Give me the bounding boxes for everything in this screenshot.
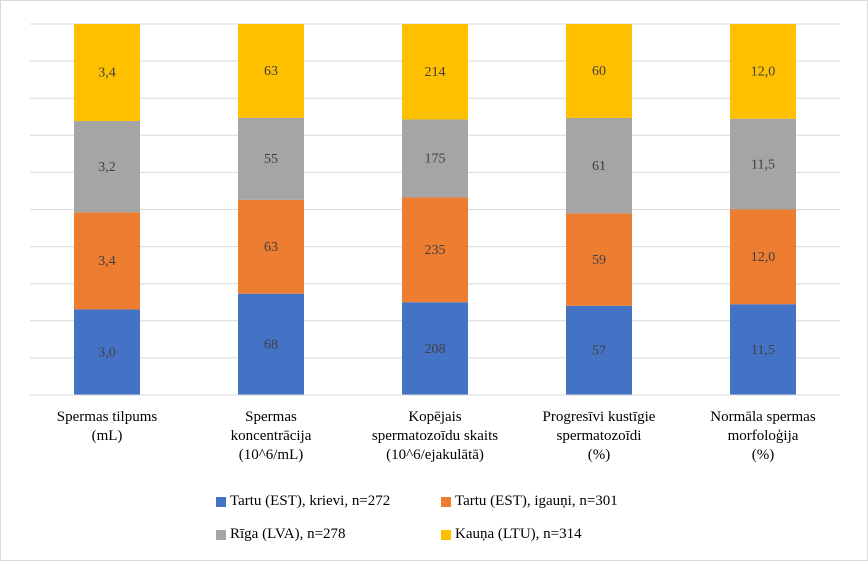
legend-entry: Tartu (EST), igauņi, n=301 <box>441 493 618 510</box>
data-label: 3,4 <box>98 66 116 81</box>
legend-entry: Rīga (LVA), n=278 <box>216 526 346 543</box>
data-label: 235 <box>425 243 446 258</box>
data-label: 3,4 <box>98 254 116 269</box>
legend-label: Tartu (EST), krievi, n=272 <box>230 493 391 509</box>
bar-segment <box>566 24 632 118</box>
legend-label: Tartu (EST), igauņi, n=301 <box>455 493 618 509</box>
data-label: 11,5 <box>751 157 775 172</box>
legend-label: Kauņa (LTU), n=314 <box>455 526 582 542</box>
bar-segment <box>238 117 304 200</box>
data-label: 208 <box>425 342 446 357</box>
legend-swatch <box>441 529 451 540</box>
bar-segment <box>566 117 632 214</box>
bar-segment <box>74 212 140 310</box>
data-label: 11,5 <box>751 343 775 358</box>
legend-swatch <box>216 529 226 540</box>
legend-swatch <box>216 496 226 507</box>
legend-entry: Tartu (EST), krievi, n=272 <box>216 493 390 510</box>
data-label: 57 <box>592 344 606 359</box>
bar-segment <box>730 209 796 305</box>
bar-segment <box>730 304 796 395</box>
bar-segment <box>402 302 468 395</box>
data-label: 63 <box>264 240 278 255</box>
data-label: 63 <box>264 64 278 79</box>
bar-segment <box>566 305 632 395</box>
data-label: 3,0 <box>98 345 116 360</box>
legend-label: Rīga (LVA), n=278 <box>230 526 346 542</box>
data-label: 55 <box>264 152 278 167</box>
bar-segment <box>238 24 304 118</box>
x-tick-label: Kopējais spermatozoīdu skaits (10^6/ejak… <box>371 409 499 463</box>
legend-swatch <box>441 496 451 507</box>
bar-segment <box>730 24 796 119</box>
x-tick-label: Normāla spermas morfoloģija (%) <box>710 409 816 463</box>
data-label: 12,0 <box>751 65 776 80</box>
bar-segment <box>74 24 140 122</box>
data-label: 68 <box>264 338 278 353</box>
bar-segment <box>730 118 796 210</box>
bar-segment <box>74 121 140 213</box>
bar-segment <box>402 119 468 198</box>
data-label: 3,2 <box>98 160 116 175</box>
data-label: 214 <box>425 65 446 80</box>
bar-segment <box>238 199 304 294</box>
x-tick-label: Spermas koncentrācija (10^6/mL) <box>230 409 312 463</box>
bar-segment <box>402 197 468 303</box>
legend-entry: Kauņa (LTU), n=314 <box>441 526 582 543</box>
bar-segment <box>238 293 304 395</box>
data-label: 12,0 <box>751 250 776 265</box>
x-tick-label: Spermas tilpums (mL) <box>56 409 158 444</box>
bar-segment <box>566 213 632 306</box>
data-label: 175 <box>425 152 446 167</box>
bar-segment <box>74 309 140 395</box>
x-tick-label: Progresīvi kustīgie spermatozoīdi (%) <box>542 409 656 463</box>
data-label: 60 <box>592 64 606 79</box>
data-label: 61 <box>592 159 606 174</box>
data-label: 59 <box>592 253 606 268</box>
bar-segment <box>402 24 468 120</box>
